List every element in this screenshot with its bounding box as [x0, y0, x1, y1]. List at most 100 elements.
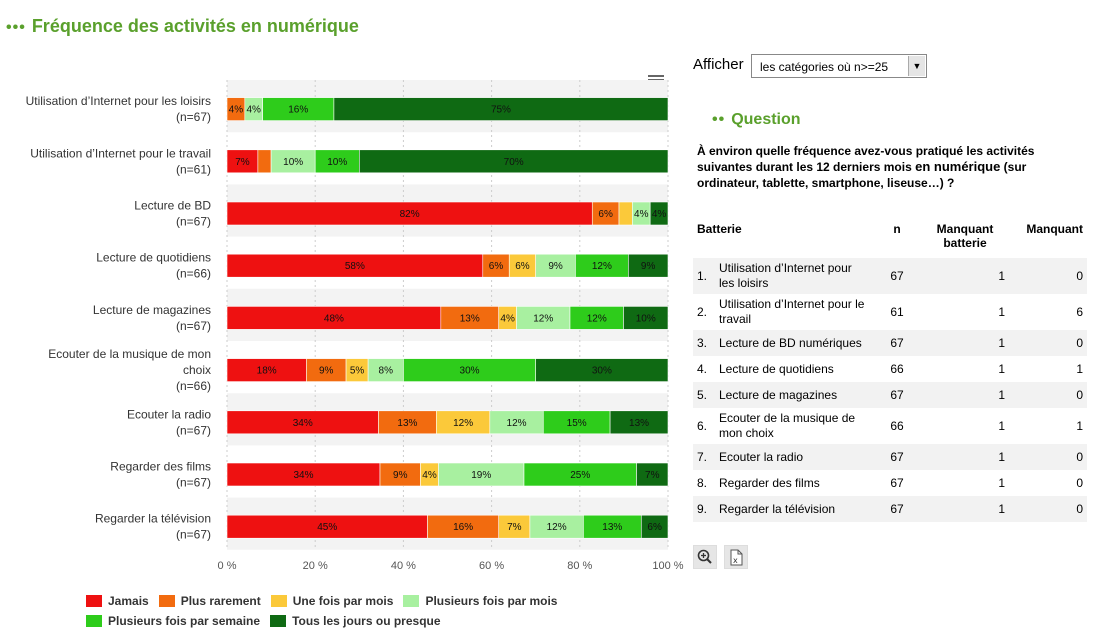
table-row-n: 67 [890, 475, 904, 490]
data-label: 30% [460, 366, 480, 377]
table-row-number: 1. [693, 258, 715, 294]
data-label: 4% [652, 209, 667, 220]
data-label: 10% [327, 157, 347, 168]
table-row: 3. Lecture de BD numériques 67 1 0 [693, 330, 1087, 356]
data-label: 45% [317, 522, 337, 533]
bar-segment [358, 149, 669, 174]
legend-label: Plusieurs fois par mois [425, 594, 558, 608]
legend-label: Tous les jours ou presque [292, 614, 441, 628]
data-label: 12% [453, 418, 473, 429]
table-row-n: 61 [890, 304, 904, 319]
data-label: 16% [453, 522, 473, 533]
chart-title-text: Fréquence des activités en numérique [31, 16, 359, 36]
header-n: n [893, 222, 901, 236]
header-batterie: Batterie [697, 222, 742, 236]
question-title: •• Question [712, 111, 801, 129]
table-row-n: 66 [890, 361, 904, 376]
table-row: 6. Ecouter de la musique de mon choix 66 1 1 [693, 408, 1087, 444]
table-row-n: 67 [873, 330, 921, 356]
data-label: 9% [319, 366, 334, 377]
bar-segment [333, 97, 669, 121]
table-row-number: 5. [693, 382, 715, 408]
excel-export-icon[interactable]: x [724, 545, 748, 569]
legend-item[interactable]: Plusieurs fois par semaine [86, 613, 260, 633]
legend-swatch [270, 595, 287, 607]
zoom-in-icon[interactable] [693, 545, 717, 569]
category-label: Regarder la télévision [95, 512, 211, 526]
x-tick-label: 60 % [479, 560, 504, 572]
table-row-number: 4. [697, 361, 708, 376]
table-row-manquant: 0 [1009, 496, 1087, 522]
table-row-label: Utilisation d’Internet pour le travail [719, 297, 865, 326]
table-row: 4. Lecture de quotidiens 66 1 1 [693, 356, 1087, 382]
chevron-down-icon[interactable]: ▼ [908, 56, 925, 76]
bar-segment [535, 358, 669, 382]
data-label: 6% [489, 261, 504, 272]
data-label: 4% [634, 209, 649, 220]
table-row: 9. Regarder la télévision 67 1 0 [693, 496, 1087, 522]
category-label: Ecouter la radio [127, 407, 211, 421]
category-label: (n=67) [176, 319, 211, 333]
bar-segment [628, 253, 669, 278]
data-label: 7% [235, 157, 250, 168]
table-row-manquant-batterie: 1 [998, 418, 1005, 433]
header-manquant: Manquant [1026, 222, 1083, 236]
table-row-manquant: 0 [1009, 382, 1087, 408]
table-row-label: Utilisation d’Internet pour les loisirs [715, 258, 873, 294]
chart-title: ••• Fréquence des activités en numérique [6, 16, 359, 37]
table-row-label: Lecture de BD numériques [715, 330, 873, 356]
data-label: 13% [397, 418, 417, 429]
table-row: 8. Regarder des films 67 1 0 [693, 470, 1087, 496]
table-row-n: 67 [873, 496, 921, 522]
table-row-label: Lecture de quotidiens [719, 361, 834, 376]
data-label: 70% [504, 157, 524, 168]
data-label: 9% [548, 261, 563, 272]
legend-item[interactable]: Plus rarement [158, 593, 261, 613]
data-label: 12% [587, 313, 607, 324]
table-row-manquant: 1 [1076, 361, 1083, 376]
data-label: 15% [567, 418, 587, 429]
bar-segment [257, 149, 272, 174]
data-label: 5% [350, 366, 365, 377]
legend-label: Plus rarement [180, 594, 261, 608]
data-label: 8% [379, 366, 394, 377]
category-label: (n=67) [176, 476, 211, 490]
table-row-label: Regarder la télévision [715, 496, 873, 522]
table-row-label: Ecouter de la musique de mon choix [719, 411, 856, 440]
data-label: 6% [515, 261, 530, 272]
category-label: Ecouter de la musique de mon [48, 347, 211, 361]
legend-item[interactable]: Jamais [86, 593, 149, 613]
table-row-number: 8. [697, 475, 708, 490]
bar-segment [623, 306, 669, 330]
legend-item[interactable]: Plusieurs fois par mois [403, 593, 557, 613]
category-label: Utilisation d’Internet pour le travail [30, 146, 211, 160]
category-label: (n=61) [176, 162, 211, 176]
legend-label: Plusieurs fois par semaine [108, 614, 261, 628]
table-row-manquant: 0 [1009, 330, 1087, 356]
table-row-n: 66 [890, 418, 904, 433]
data-label: 12% [547, 522, 567, 533]
table-row-number: 3. [693, 330, 715, 356]
data-label: 82% [400, 209, 420, 220]
table-row-n: 67 [873, 382, 921, 408]
legend-item[interactable]: Une fois par mois [270, 593, 393, 613]
data-label: 30% [592, 366, 612, 377]
data-label: 48% [324, 313, 344, 324]
table-row-manquant-batterie: 1 [921, 444, 1009, 470]
battery-table: Batterie n Manquant batterie Manquant 1.… [693, 222, 1087, 522]
category-label: (n=67) [176, 528, 211, 542]
question-title-text: Question [731, 111, 801, 128]
table-row-number: 7. [693, 444, 715, 470]
x-tick-label: 100 % [652, 560, 683, 572]
category-label: (n=67) [176, 215, 211, 229]
table-row-label: Lecture de magazines [715, 382, 873, 408]
legend-swatch [86, 595, 102, 607]
legend-swatch [158, 595, 175, 607]
legend-swatch [403, 595, 420, 607]
category-label: choix [183, 363, 211, 377]
category-label: Lecture de BD [134, 199, 211, 213]
category-filter-select[interactable]: les catégories où n>=25 ▼ [751, 54, 927, 78]
table-row-manquant-batterie: 1 [921, 496, 1009, 522]
legend-item[interactable]: Tous les jours ou presque [270, 613, 441, 633]
table-row: 1. Utilisation d’Internet pour les loisir… [693, 258, 1087, 294]
